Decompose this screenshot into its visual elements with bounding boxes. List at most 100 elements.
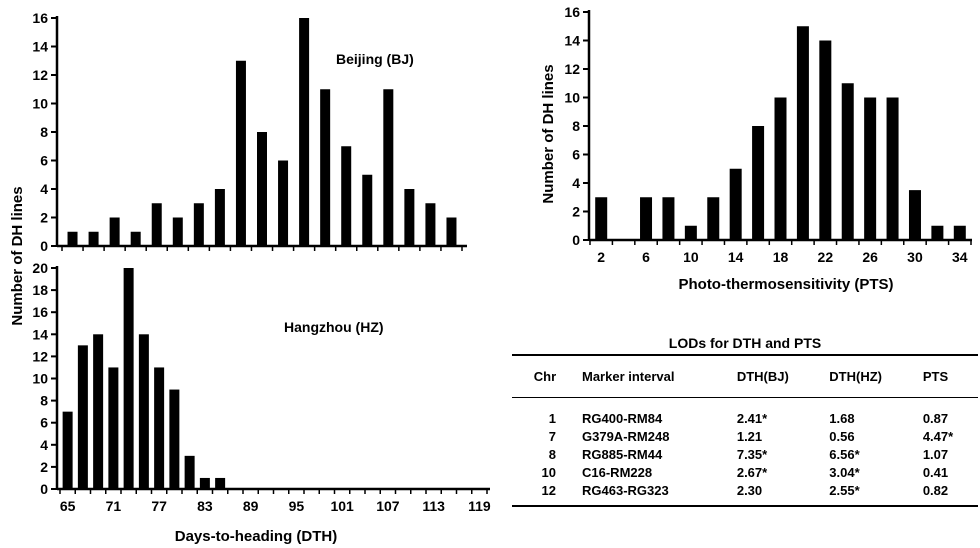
- lod-table-title: LODs for DTH and PTS: [668, 335, 822, 351]
- histogram-bar: [184, 455, 195, 489]
- histogram-bar: [864, 97, 877, 240]
- cell-chr: 12: [541, 483, 556, 498]
- hangzhou-title: Hangzhou (HZ): [284, 319, 384, 335]
- histogram-bar: [193, 203, 204, 246]
- cell-marker: G379A-RM248: [582, 429, 670, 444]
- cell-dth-bj: 1.21: [736, 429, 763, 444]
- cell-chr: 10: [541, 465, 556, 480]
- y-tick-label: 4: [572, 175, 580, 191]
- cell-marker: RG400-RM84: [582, 411, 663, 426]
- y-tick-label: 6: [40, 153, 48, 169]
- lod-header-row: Chr Marker interval DTH(BJ) DTH(HZ) PTS: [512, 354, 978, 398]
- y-tick-label: 10: [32, 371, 48, 387]
- y-tick-label: 2: [572, 204, 580, 220]
- histogram-bar: [130, 231, 141, 246]
- x-tick-label: 2: [597, 249, 605, 265]
- y-tick-label: 8: [40, 124, 48, 140]
- histogram-bar: [707, 197, 720, 240]
- y-tick-label: 8: [40, 393, 48, 409]
- y-tick-label: 6: [572, 147, 580, 163]
- y-tick-label: 18: [32, 282, 48, 298]
- histogram-bar: [215, 477, 226, 489]
- header-dth-bj: DTH(BJ): [732, 354, 826, 398]
- cell-pts: 0.82: [922, 483, 949, 498]
- y-tick-label: 0: [40, 238, 48, 254]
- x-tick-label: 107: [376, 498, 400, 514]
- x-tick-label: 71: [106, 498, 122, 514]
- y-tick-label: 16: [32, 10, 48, 26]
- cell-pts: 0.87: [922, 411, 949, 426]
- cell-dth-hz: 1.68: [829, 411, 855, 426]
- table-row: 10 C16-RM228 2.67* 3.04* 0.41: [512, 463, 978, 481]
- table-row: 1 RG400-RM84 2.41* 1.68 0.87: [512, 398, 978, 428]
- pts-y-axis-label: Number of DH lines: [540, 64, 557, 203]
- histogram-bar: [841, 83, 854, 240]
- header-marker-interval: Marker interval: [578, 354, 733, 398]
- cell-pts: 4.47*: [922, 429, 954, 444]
- table-row: 7 G379A-RM248 1.21 0.56 4.47*: [512, 427, 978, 445]
- histogram-bar: [404, 189, 415, 246]
- left-y-axis-label: Number of DH lines: [9, 186, 26, 325]
- x-tick-label: 30: [907, 249, 923, 265]
- y-tick-label: 2: [40, 210, 48, 226]
- y-tick-label: 12: [32, 348, 48, 364]
- cell-dth-hz: 2.55*: [829, 483, 860, 498]
- y-tick-label: 16: [32, 304, 48, 320]
- cell-dth-bj: 7.35*: [736, 447, 768, 462]
- histogram-bar: [138, 334, 149, 489]
- y-tick-label: 2: [40, 459, 48, 475]
- x-tick-label: 18: [773, 249, 789, 265]
- x-tick-label: 14: [728, 249, 744, 265]
- histogram-bar: [108, 367, 119, 489]
- histogram-bar: [729, 168, 742, 240]
- pts-x-axis-label: Photo-thermosensitivity (PTS): [678, 276, 893, 293]
- y-tick-label: 8: [572, 118, 580, 134]
- y-tick-label: 4: [40, 437, 48, 453]
- cell-dth-hz: 3.04*: [829, 465, 860, 480]
- histogram-bar: [774, 97, 787, 240]
- histogram-bar: [595, 197, 608, 240]
- histogram-bar: [362, 174, 373, 246]
- y-tick-label: 10: [564, 90, 580, 106]
- histogram-bar: [151, 203, 162, 246]
- histogram-bar: [752, 126, 765, 240]
- y-tick-label: 0: [40, 481, 48, 497]
- cell-marker: RG463-RG323: [582, 483, 669, 498]
- header-pts: PTS: [918, 354, 978, 398]
- histogram-bar: [341, 146, 352, 246]
- histogram-bar: [640, 197, 653, 240]
- cell-dth-bj: 2.30: [736, 483, 763, 498]
- y-tick-label: 14: [32, 326, 48, 342]
- histogram-bar: [425, 203, 436, 246]
- histogram-bar: [953, 225, 966, 240]
- histogram-bar: [199, 477, 210, 489]
- cell-marker: RG885-RM44: [582, 447, 663, 462]
- y-tick-label: 10: [32, 96, 48, 112]
- histogram-bar: [169, 389, 180, 489]
- histogram-bar: [684, 225, 697, 240]
- x-tick-label: 34: [952, 249, 968, 265]
- x-tick-label: 10: [683, 249, 699, 265]
- x-tick-label: 95: [289, 498, 305, 514]
- histogram-bar: [109, 217, 120, 246]
- x-tick-label: 22: [818, 249, 834, 265]
- histogram-bar: [886, 97, 899, 240]
- histogram-bar: [299, 18, 310, 246]
- histogram-bar: [320, 89, 331, 246]
- histogram-bar: [235, 60, 246, 246]
- x-tick-label: 119: [468, 498, 491, 514]
- header-chr: Chr: [512, 354, 578, 398]
- cell-dth-hz: 6.56*: [829, 447, 860, 462]
- lod-table-panel: LODs for DTH and PTS Chr Marker interval…: [512, 332, 978, 507]
- cell-chr: 1: [548, 411, 556, 426]
- x-tick-label: 101: [330, 498, 354, 514]
- x-tick-label: 6: [642, 249, 650, 265]
- histogram-bar: [123, 268, 134, 489]
- lod-table-bottom-rule: [512, 505, 978, 507]
- histogram-bar: [931, 225, 944, 240]
- lod-table: Chr Marker interval DTH(BJ) DTH(HZ) PTS …: [512, 354, 978, 505]
- y-tick-label: 20: [32, 260, 48, 276]
- table-row: 8 RG885-RM44 7.35* 6.56* 1.07: [512, 445, 978, 463]
- cell-pts: 0.41: [922, 465, 949, 480]
